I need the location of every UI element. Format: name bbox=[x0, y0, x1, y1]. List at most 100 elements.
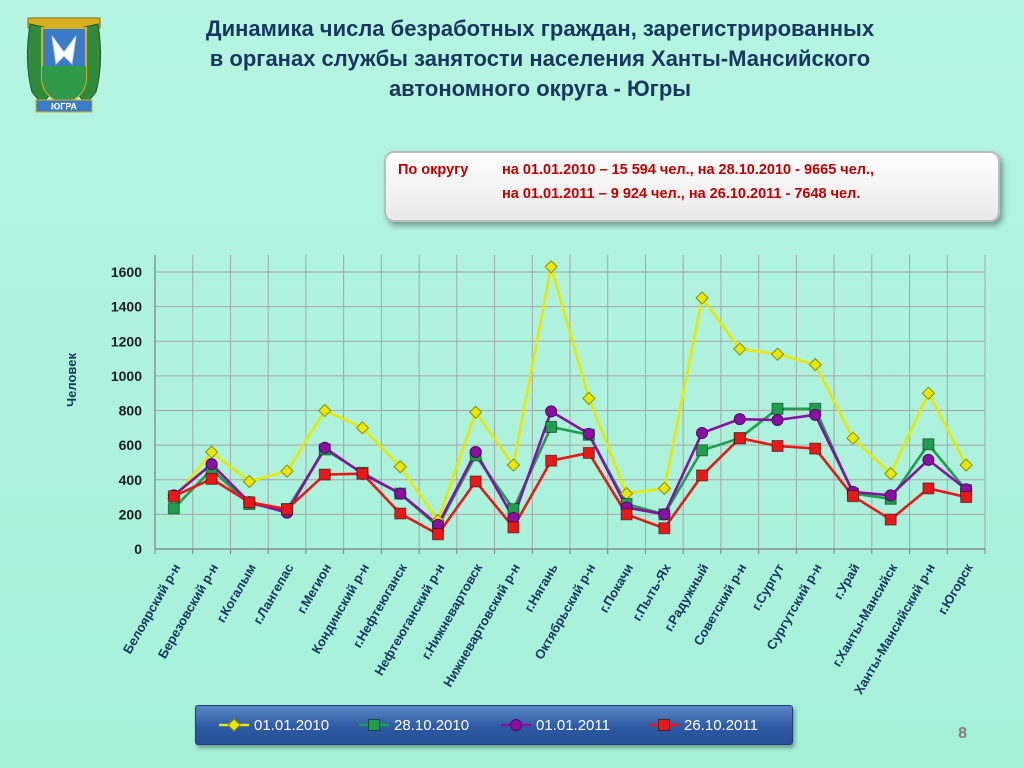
crest-lettering: ЮГРА bbox=[51, 102, 78, 112]
data-point-series-3 bbox=[620, 508, 633, 521]
data-point-series-3 bbox=[507, 521, 520, 534]
chart-legend: 01.01.2010 28.10.2010 01.01.2011 26.10.2011 bbox=[195, 705, 793, 745]
data-point-series-0 bbox=[733, 342, 747, 356]
legend-swatch-marker bbox=[658, 719, 670, 731]
data-point-series-3 bbox=[582, 446, 595, 459]
y-tick-label: 1400 bbox=[111, 299, 142, 315]
data-point-series-0 bbox=[695, 291, 709, 305]
data-point-series-2 bbox=[318, 441, 331, 454]
data-point-series-1 bbox=[545, 420, 558, 433]
data-point-series-0 bbox=[280, 464, 294, 478]
legend-swatch-marker bbox=[510, 719, 522, 731]
y-tick-label: 1000 bbox=[111, 368, 142, 384]
data-point-series-0 bbox=[468, 405, 483, 419]
data-point-series-2 bbox=[658, 508, 671, 521]
page-number: 8 bbox=[958, 725, 967, 742]
data-point-series-2 bbox=[884, 489, 897, 502]
data-point-series-3 bbox=[696, 469, 709, 482]
data-point-series-0 bbox=[959, 458, 973, 472]
data-point-series-3 bbox=[733, 432, 746, 445]
x-tick-label: г.Урай bbox=[830, 561, 862, 602]
summary-line-2: на 01.01.2011 – 9 924 чел., на 26.10.201… bbox=[502, 186, 861, 202]
data-point-series-1 bbox=[922, 438, 935, 451]
data-point-series-2 bbox=[809, 408, 822, 421]
data-point-series-3 bbox=[167, 490, 180, 503]
title-line-3: автономного округа - Югры bbox=[388, 76, 692, 101]
data-point-series-2 bbox=[771, 414, 784, 427]
data-point-series-3 bbox=[356, 467, 369, 480]
data-point-series-1 bbox=[696, 444, 709, 457]
x-tick-label: Нижневартовский р-н bbox=[440, 561, 523, 690]
summary-label: По округу bbox=[398, 162, 469, 178]
data-point-series-3 bbox=[431, 528, 444, 541]
data-point-series-2 bbox=[469, 446, 482, 459]
data-point-series-3 bbox=[469, 475, 482, 488]
x-tick-label: г.Сургут bbox=[748, 561, 787, 613]
y-tick-label: 800 bbox=[119, 403, 143, 419]
legend-swatch bbox=[219, 718, 249, 732]
data-point-series-3 bbox=[960, 491, 973, 504]
legend-label: 28.10.2010 bbox=[394, 716, 470, 734]
data-point-series-3 bbox=[281, 503, 294, 516]
data-point-series-1 bbox=[771, 402, 784, 415]
legend-swatch-marker bbox=[368, 719, 380, 731]
data-point-series-3 bbox=[318, 468, 331, 481]
title-line-2: в органах службы занятости населения Хан… bbox=[209, 46, 871, 71]
legend-swatch bbox=[501, 719, 531, 731]
y-tick-label: 1200 bbox=[111, 333, 142, 349]
legend-label: 01.01.2011 bbox=[536, 716, 610, 734]
data-point-series-2 bbox=[696, 427, 709, 440]
data-point-series-2 bbox=[205, 458, 218, 471]
legend-swatch bbox=[359, 719, 389, 731]
data-point-series-0 bbox=[846, 431, 860, 445]
data-point-series-2 bbox=[922, 453, 935, 466]
x-tick-label: г.Покачи bbox=[596, 561, 636, 615]
data-point-series-2 bbox=[545, 405, 558, 418]
legend-item: 26.10.2011 bbox=[648, 706, 758, 744]
y-axis-label: Человек bbox=[64, 353, 79, 407]
legend-swatch bbox=[649, 719, 679, 731]
data-point-series-0 bbox=[355, 421, 370, 435]
x-tick-label: г.Мегион bbox=[294, 561, 334, 616]
data-point-series-1 bbox=[167, 502, 180, 515]
summary-line-1: на 01.01.2010 – 15 594 чел., на 28.10.20… bbox=[502, 162, 875, 178]
legend-item: 28.10.2010 bbox=[358, 706, 469, 744]
data-point-series-3 bbox=[658, 522, 671, 535]
data-point-series-0 bbox=[242, 474, 257, 489]
x-tick-label: г.Югорск bbox=[935, 561, 976, 617]
data-point-series-3 bbox=[922, 482, 935, 495]
y-tick-label: 1600 bbox=[111, 264, 142, 280]
data-point-series-2 bbox=[733, 413, 746, 426]
data-point-series-0 bbox=[393, 460, 407, 474]
y-tick-label: 400 bbox=[119, 472, 143, 488]
data-point-series-2 bbox=[394, 487, 407, 500]
line-chart: 02004006008001000120014001600ЧеловекБело… bbox=[64, 255, 986, 697]
summary-box: По округу на 01.01.2010 – 15 594 чел., н… bbox=[384, 151, 1000, 222]
series-line-3 bbox=[173, 436, 967, 536]
data-point-series-3 bbox=[394, 507, 407, 520]
x-tick-label: Нефтеюганский р-н bbox=[371, 561, 447, 678]
title-line-1: Динамика числа безработных граждан, заре… bbox=[205, 16, 875, 41]
data-point-series-3 bbox=[545, 454, 558, 467]
data-point-series-3 bbox=[884, 513, 897, 526]
data-point-series-3 bbox=[809, 442, 822, 455]
legend-label: 26.10.2011 bbox=[684, 716, 758, 734]
data-point-series-0 bbox=[921, 386, 936, 400]
data-point-series-0 bbox=[808, 357, 822, 372]
data-point-series-0 bbox=[770, 347, 785, 361]
legend-label: 01.01.2010 bbox=[254, 716, 330, 734]
data-point-series-0 bbox=[506, 458, 521, 472]
data-point-series-0 bbox=[204, 445, 219, 459]
data-point-series-2 bbox=[582, 427, 595, 440]
data-point-series-3 bbox=[771, 439, 784, 452]
legend-item: 01.01.2011 bbox=[500, 706, 610, 744]
coat-of-arms-logo: ЮГРА bbox=[26, 17, 102, 113]
data-point-series-3 bbox=[243, 496, 256, 509]
x-tick-label: г.Нягань bbox=[521, 561, 561, 615]
data-point-series-0 bbox=[657, 481, 672, 496]
page-title: Динамика числа безработных граждан, заре… bbox=[150, 14, 930, 104]
y-tick-label: 0 bbox=[134, 541, 142, 557]
data-point-series-0 bbox=[318, 403, 332, 418]
y-tick-label: 600 bbox=[119, 437, 143, 453]
data-point-series-0 bbox=[544, 260, 558, 274]
